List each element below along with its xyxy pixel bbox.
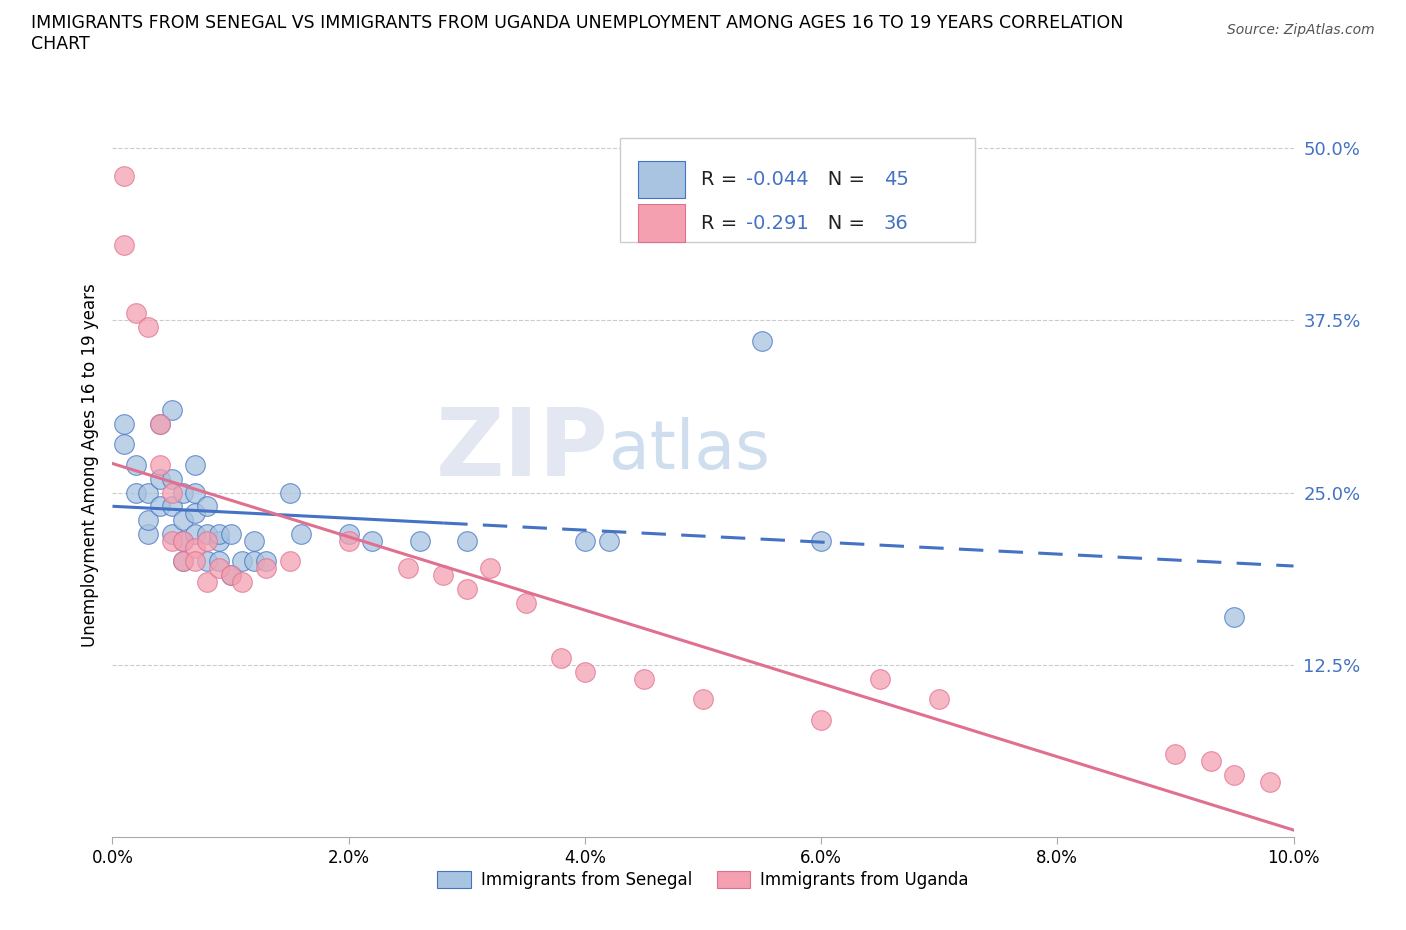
Point (598, 533, 620, 548)
Point (149, 472, 172, 486)
Point (112, 437, 135, 452)
Point (1258, 775, 1281, 790)
Text: N =: N = (810, 170, 872, 189)
Point (184, 458, 207, 472)
Point (337, 526, 360, 541)
Bar (638, 161, 685, 198)
Text: ZIP: ZIP (436, 405, 609, 496)
Text: -0.291: -0.291 (745, 214, 808, 232)
Point (184, 526, 207, 541)
Point (219, 568, 242, 583)
Point (208, 554, 231, 569)
Point (184, 554, 207, 569)
Point (112, 237, 135, 252)
Point (184, 485, 207, 500)
Point (195, 533, 218, 548)
Point (396, 561, 419, 576)
Point (149, 458, 172, 472)
Point (160, 498, 183, 513)
Point (172, 512, 194, 527)
Point (574, 664, 596, 679)
Point (337, 533, 360, 548)
Point (172, 533, 194, 548)
Point (254, 554, 277, 569)
Point (692, 692, 714, 707)
Point (869, 671, 891, 686)
Point (231, 554, 253, 569)
Point (172, 554, 194, 569)
Text: N =: N = (810, 214, 872, 232)
Point (172, 485, 194, 500)
Point (243, 554, 266, 569)
Point (160, 403, 183, 418)
Point (479, 561, 502, 576)
Point (278, 554, 301, 569)
Point (219, 526, 242, 541)
Point (456, 581, 478, 596)
Point (184, 540, 207, 555)
Point (208, 526, 231, 541)
Bar (638, 205, 685, 242)
Point (125, 485, 148, 500)
Text: 45: 45 (884, 170, 908, 189)
Point (125, 458, 148, 472)
Point (160, 526, 183, 541)
Point (1223, 609, 1246, 624)
Point (136, 485, 159, 500)
Text: atlas: atlas (609, 418, 769, 483)
Point (149, 417, 172, 432)
Point (195, 554, 218, 569)
Text: -0.044: -0.044 (745, 170, 808, 189)
Point (195, 526, 218, 541)
Point (550, 650, 572, 665)
Legend: Immigrants from Senegal, Immigrants from Uganda: Immigrants from Senegal, Immigrants from… (430, 864, 976, 896)
Point (184, 506, 207, 521)
Point (928, 692, 950, 707)
Point (574, 533, 596, 548)
Point (208, 561, 231, 576)
Text: R =: R = (700, 214, 744, 232)
Point (1223, 767, 1246, 782)
Point (136, 512, 159, 527)
Point (136, 320, 159, 335)
Point (254, 561, 277, 576)
Point (160, 485, 183, 500)
Point (160, 472, 183, 486)
Text: R =: R = (700, 170, 744, 189)
Text: Source: ZipAtlas.com: Source: ZipAtlas.com (1227, 23, 1375, 37)
Point (432, 568, 454, 583)
Point (172, 533, 194, 548)
Point (136, 526, 159, 541)
Point (195, 575, 218, 590)
Point (1199, 754, 1222, 769)
Point (278, 485, 301, 500)
Point (208, 533, 231, 548)
Point (290, 526, 312, 541)
Text: IMMIGRANTS FROM SENEGAL VS IMMIGRANTS FROM UGANDA UNEMPLOYMENT AMONG AGES 16 TO : IMMIGRANTS FROM SENEGAL VS IMMIGRANTS FR… (31, 14, 1123, 32)
Point (112, 168, 135, 183)
Point (751, 334, 773, 349)
Point (456, 533, 478, 548)
Point (515, 595, 537, 610)
Point (112, 417, 135, 432)
Point (243, 533, 266, 548)
Text: CHART: CHART (31, 35, 90, 53)
Point (1164, 747, 1187, 762)
Point (810, 533, 832, 548)
Text: 36: 36 (884, 214, 908, 232)
Bar (620, 138, 974, 242)
Point (219, 568, 242, 583)
Point (361, 533, 384, 548)
Point (149, 498, 172, 513)
Point (810, 712, 832, 727)
Point (160, 533, 183, 548)
Point (125, 306, 148, 321)
Y-axis label: Unemployment Among Ages 16 to 19 years: Unemployment Among Ages 16 to 19 years (80, 283, 98, 647)
Point (149, 417, 172, 432)
Point (195, 498, 218, 513)
Point (231, 575, 253, 590)
Point (172, 554, 194, 569)
Point (408, 533, 430, 548)
Point (633, 671, 655, 686)
